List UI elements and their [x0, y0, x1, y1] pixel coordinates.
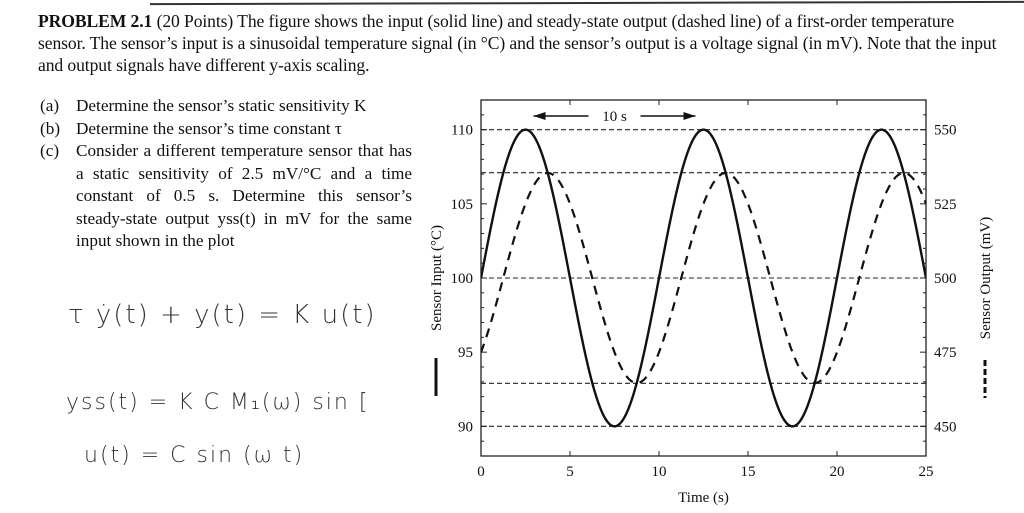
y2-tick-label: 475 [934, 345, 957, 361]
y2-tick-label: 525 [934, 197, 957, 213]
x-tick-label: 25 [919, 464, 934, 480]
x-tick-label: 10 [652, 464, 667, 480]
x-tick-label: 0 [477, 464, 485, 480]
x-tick-label: 5 [566, 464, 574, 480]
y-axis-title: Sensor Input (°C) [429, 225, 445, 331]
y2-tick-label: 500 [934, 271, 957, 287]
handwritten-input: u(t) = C sin (ω t) [84, 443, 305, 468]
y-tick-label: 90 [458, 419, 473, 435]
part-text: Determine the sensor’s static sensitivit… [76, 96, 367, 115]
y-tick-label: 100 [451, 271, 474, 287]
part-a: (a) Determine the sensor’s static sensit… [40, 95, 412, 118]
part-label: (b) [40, 118, 61, 138]
x-tick-label: 20 [830, 464, 845, 480]
problem-points: (20 Points) [156, 11, 234, 31]
part-c: (c) Consider a different temperature sen… [40, 140, 412, 253]
input-curve-solid [481, 128, 926, 428]
x-axis-title: Time (s) [678, 490, 729, 506]
part-text: Determine the sensor’s time constant τ [76, 118, 342, 138]
part-label: (a) [40, 96, 60, 115]
y2-tick-label: 550 [934, 123, 957, 139]
handwritten-yss: yss(t) = K C M₁(ω) sin [ [66, 390, 370, 415]
y-tick-label: 95 [458, 345, 473, 361]
x-tick-label: 15 [741, 464, 756, 480]
problem-text: The figure shows the input (solid line) … [38, 11, 997, 75]
y2-tick-label: 450 [934, 419, 957, 435]
part-b: (b) Determine the sensor’s time constant… [40, 118, 412, 141]
handwritten-ode: τ ẏ(t) + y(t) = K u(t) [68, 300, 377, 330]
arrow-left-icon [533, 112, 546, 120]
y-tick-label: 105 [451, 197, 474, 213]
arrow-right-icon [683, 112, 696, 120]
problem-parts: (a) Determine the sensor’s static sensit… [40, 95, 412, 253]
part-label: (c) [40, 141, 60, 160]
y2-axis-title: Sensor Output (mV) [978, 217, 994, 340]
part-text: Consider a different temperature sensor … [76, 141, 412, 250]
period-annotation-label: 10 s [602, 109, 627, 125]
problem-statement: PROBLEM 2.1 (20 Points) The figure shows… [38, 10, 998, 76]
problem-heading: PROBLEM 2.1 [38, 11, 153, 31]
y-tick-label: 110 [451, 123, 473, 139]
